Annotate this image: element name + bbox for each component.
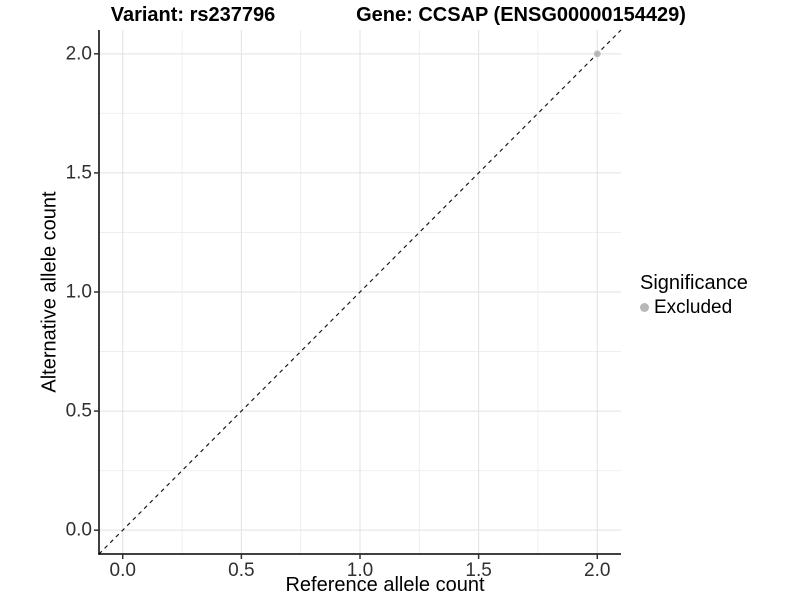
x-tick-label: 0.0 bbox=[109, 560, 136, 581]
plot-title-variant: Variant: rs237796 bbox=[110, 4, 276, 26]
legend-point-icon bbox=[640, 303, 649, 312]
x-tick-label: 0.5 bbox=[228, 560, 255, 581]
data-point-excluded bbox=[593, 50, 601, 58]
legend-entry: Excluded bbox=[640, 298, 748, 317]
x-tick-label: 1.5 bbox=[465, 560, 492, 581]
x-tick-label: 1.0 bbox=[346, 560, 374, 581]
y-tick-label: 0.0 bbox=[65, 519, 92, 541]
plot-title-gene: Gene: CCSAP (ENSG00000154429) bbox=[356, 4, 686, 26]
y-tick-label: 1.0 bbox=[65, 281, 92, 303]
y-tick-label: 2.0 bbox=[65, 43, 92, 65]
legend: Significance Excluded bbox=[640, 272, 748, 317]
y-tick-label: 1.5 bbox=[65, 162, 92, 184]
identity-dashed-line bbox=[98, 29, 622, 555]
legend-entry-label: Excluded bbox=[654, 297, 733, 318]
x-tick-label: 2.0 bbox=[584, 560, 611, 581]
x-axis-label: Reference allele count bbox=[285, 574, 485, 596]
legend-entries: Excluded bbox=[640, 298, 748, 317]
legend-title: Significance bbox=[640, 272, 748, 294]
y-tick-label: 0.5 bbox=[65, 400, 92, 422]
